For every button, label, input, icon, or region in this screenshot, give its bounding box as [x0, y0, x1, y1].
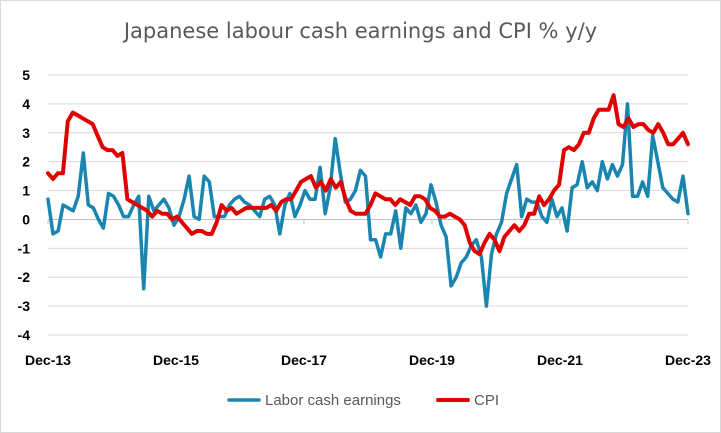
x-tick-label: Dec-19: [409, 352, 455, 368]
y-tick-label: -2: [18, 269, 31, 285]
y-tick-label: 4: [22, 96, 30, 112]
legend-label: CPI: [474, 392, 499, 409]
x-axis-ticks: Dec-13 Dec-15 Dec-17 Dec-19 Dec-21 Dec-23: [25, 219, 711, 368]
chart-title: Japanese labour cash earnings and CPI % …: [123, 19, 598, 43]
y-axis-ticks: -4 -3 -2 -1 0 1 2 3 4 5: [18, 67, 31, 343]
y-tick-label: -3: [18, 298, 31, 314]
y-tick-label: -1: [18, 240, 31, 256]
y-tick-label: 3: [22, 125, 30, 141]
series-line-labor-cash-earnings: [46, 102, 690, 308]
series-lines: [46, 93, 690, 308]
x-tick-label: Dec-13: [25, 352, 71, 368]
y-tick-label: 0: [22, 211, 30, 227]
legend-label: Labor cash earnings: [265, 392, 401, 409]
y-tick-label: 5: [22, 67, 30, 83]
x-tick-label: Dec-21: [537, 352, 583, 368]
x-tick-label: Dec-15: [153, 352, 199, 368]
y-tick-label: 2: [22, 154, 30, 170]
x-tick-label: Dec-17: [281, 352, 327, 368]
x-tick-label: Dec-23: [665, 352, 711, 368]
legend: Labor cash earnings CPI: [227, 392, 499, 409]
series-line-cpi: [46, 93, 690, 257]
y-tick-label: 1: [22, 183, 30, 199]
y-tick-label: -4: [18, 327, 31, 343]
